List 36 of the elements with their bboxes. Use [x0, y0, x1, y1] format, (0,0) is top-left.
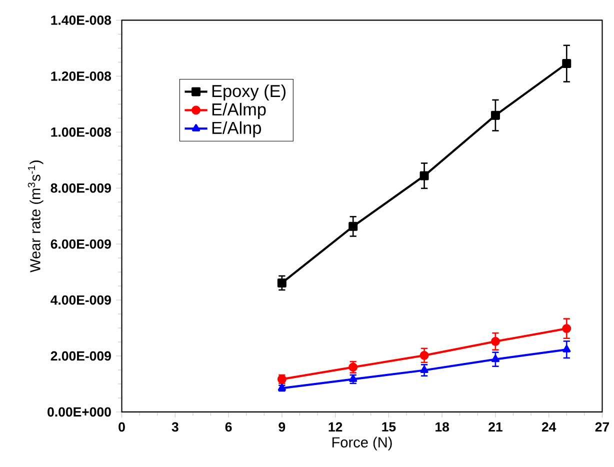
x-tick-label: 27: [595, 422, 610, 432]
x-tick-label: 6: [225, 422, 232, 432]
y-tick-label: 1.00E-008: [51, 128, 112, 138]
y-tick-label: 1.20E-008: [51, 72, 112, 82]
point: [420, 351, 429, 360]
y-tick-label: 4.00E-009: [50, 296, 111, 305]
x-tick-label: 15: [382, 422, 396, 432]
point: [562, 345, 571, 353]
point: [562, 324, 572, 334]
point: [491, 355, 500, 362]
y-tick-label: 8.00E-009: [50, 184, 111, 193]
point: [348, 222, 358, 232]
point: [490, 337, 500, 346]
x-tick-label: 21: [488, 422, 502, 432]
point: [277, 278, 286, 288]
x-tick-label: 3: [172, 422, 178, 432]
point: [348, 362, 358, 372]
y-axis-title: Wear rate (m$^{3}$s$^{-1}$): [28, 160, 44, 273]
x-tick-label: 24: [542, 422, 556, 432]
x-axis-title: Force (N): [332, 437, 392, 451]
legend-label: E/Almp: [212, 103, 266, 120]
y-tick-label: 1.40E-008: [51, 16, 112, 26]
point: [349, 374, 358, 382]
x-tick-label: 12: [328, 422, 342, 432]
point: [420, 171, 429, 180]
point: [562, 59, 572, 68]
y-tick-label: 6.00E-009: [50, 240, 111, 249]
legend-label: Epoxy (E): [212, 84, 286, 101]
x-tick-label: 9: [278, 422, 286, 432]
point: [490, 111, 500, 120]
y-tick-label: 2.00E-009: [50, 352, 111, 361]
x-tick-label: 0: [118, 422, 125, 432]
legend-label: E/Alnp: [212, 122, 261, 138]
x-tick-label: 18: [436, 422, 450, 432]
y-tick-label: 0.00E+000: [48, 407, 111, 417]
point: [420, 366, 428, 374]
